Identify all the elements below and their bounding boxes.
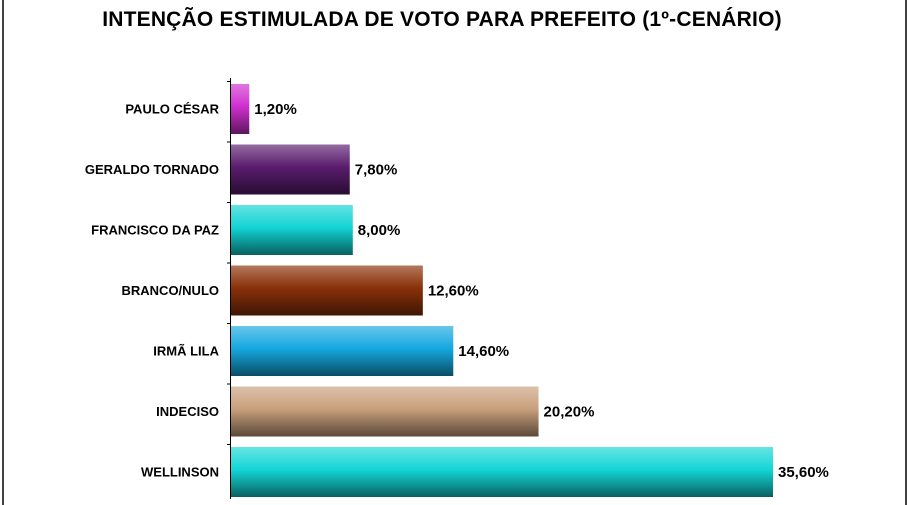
category-label: INDECISO xyxy=(156,404,219,419)
bar-4 xyxy=(231,326,454,376)
category-label: IRMÃ LILA xyxy=(153,344,219,359)
category-label: GERALDO TORNADO xyxy=(85,162,219,177)
bar-3 xyxy=(231,265,423,316)
bar-1 xyxy=(231,144,350,195)
value-label: 1,20% xyxy=(254,101,297,118)
category-label: PAULO CÉSAR xyxy=(125,102,219,117)
value-label: 8,00% xyxy=(358,222,401,239)
bars-group: PAULO CÉSAR 1,20% GERALDO TORNADO 7,80% FRAN… xyxy=(85,81,829,497)
value-label: 35,60% xyxy=(778,464,829,481)
category-label: BRANCO/NULO xyxy=(122,283,220,298)
bar-0 xyxy=(231,84,250,134)
value-label: 20,20% xyxy=(544,404,595,421)
category-label: FRANCISCO DA PAZ xyxy=(91,223,219,238)
value-label: 7,80% xyxy=(355,162,398,179)
bar-6 xyxy=(231,447,773,497)
bar-2 xyxy=(231,205,353,255)
category-label: WELLINSON xyxy=(141,465,219,480)
value-label: 14,60% xyxy=(458,343,509,360)
chart-title: INTENÇÃO ESTIMULADA DE VOTO PARA PREFEIT… xyxy=(102,8,782,31)
value-label: 12,60% xyxy=(428,283,479,300)
bar-5 xyxy=(231,386,539,437)
